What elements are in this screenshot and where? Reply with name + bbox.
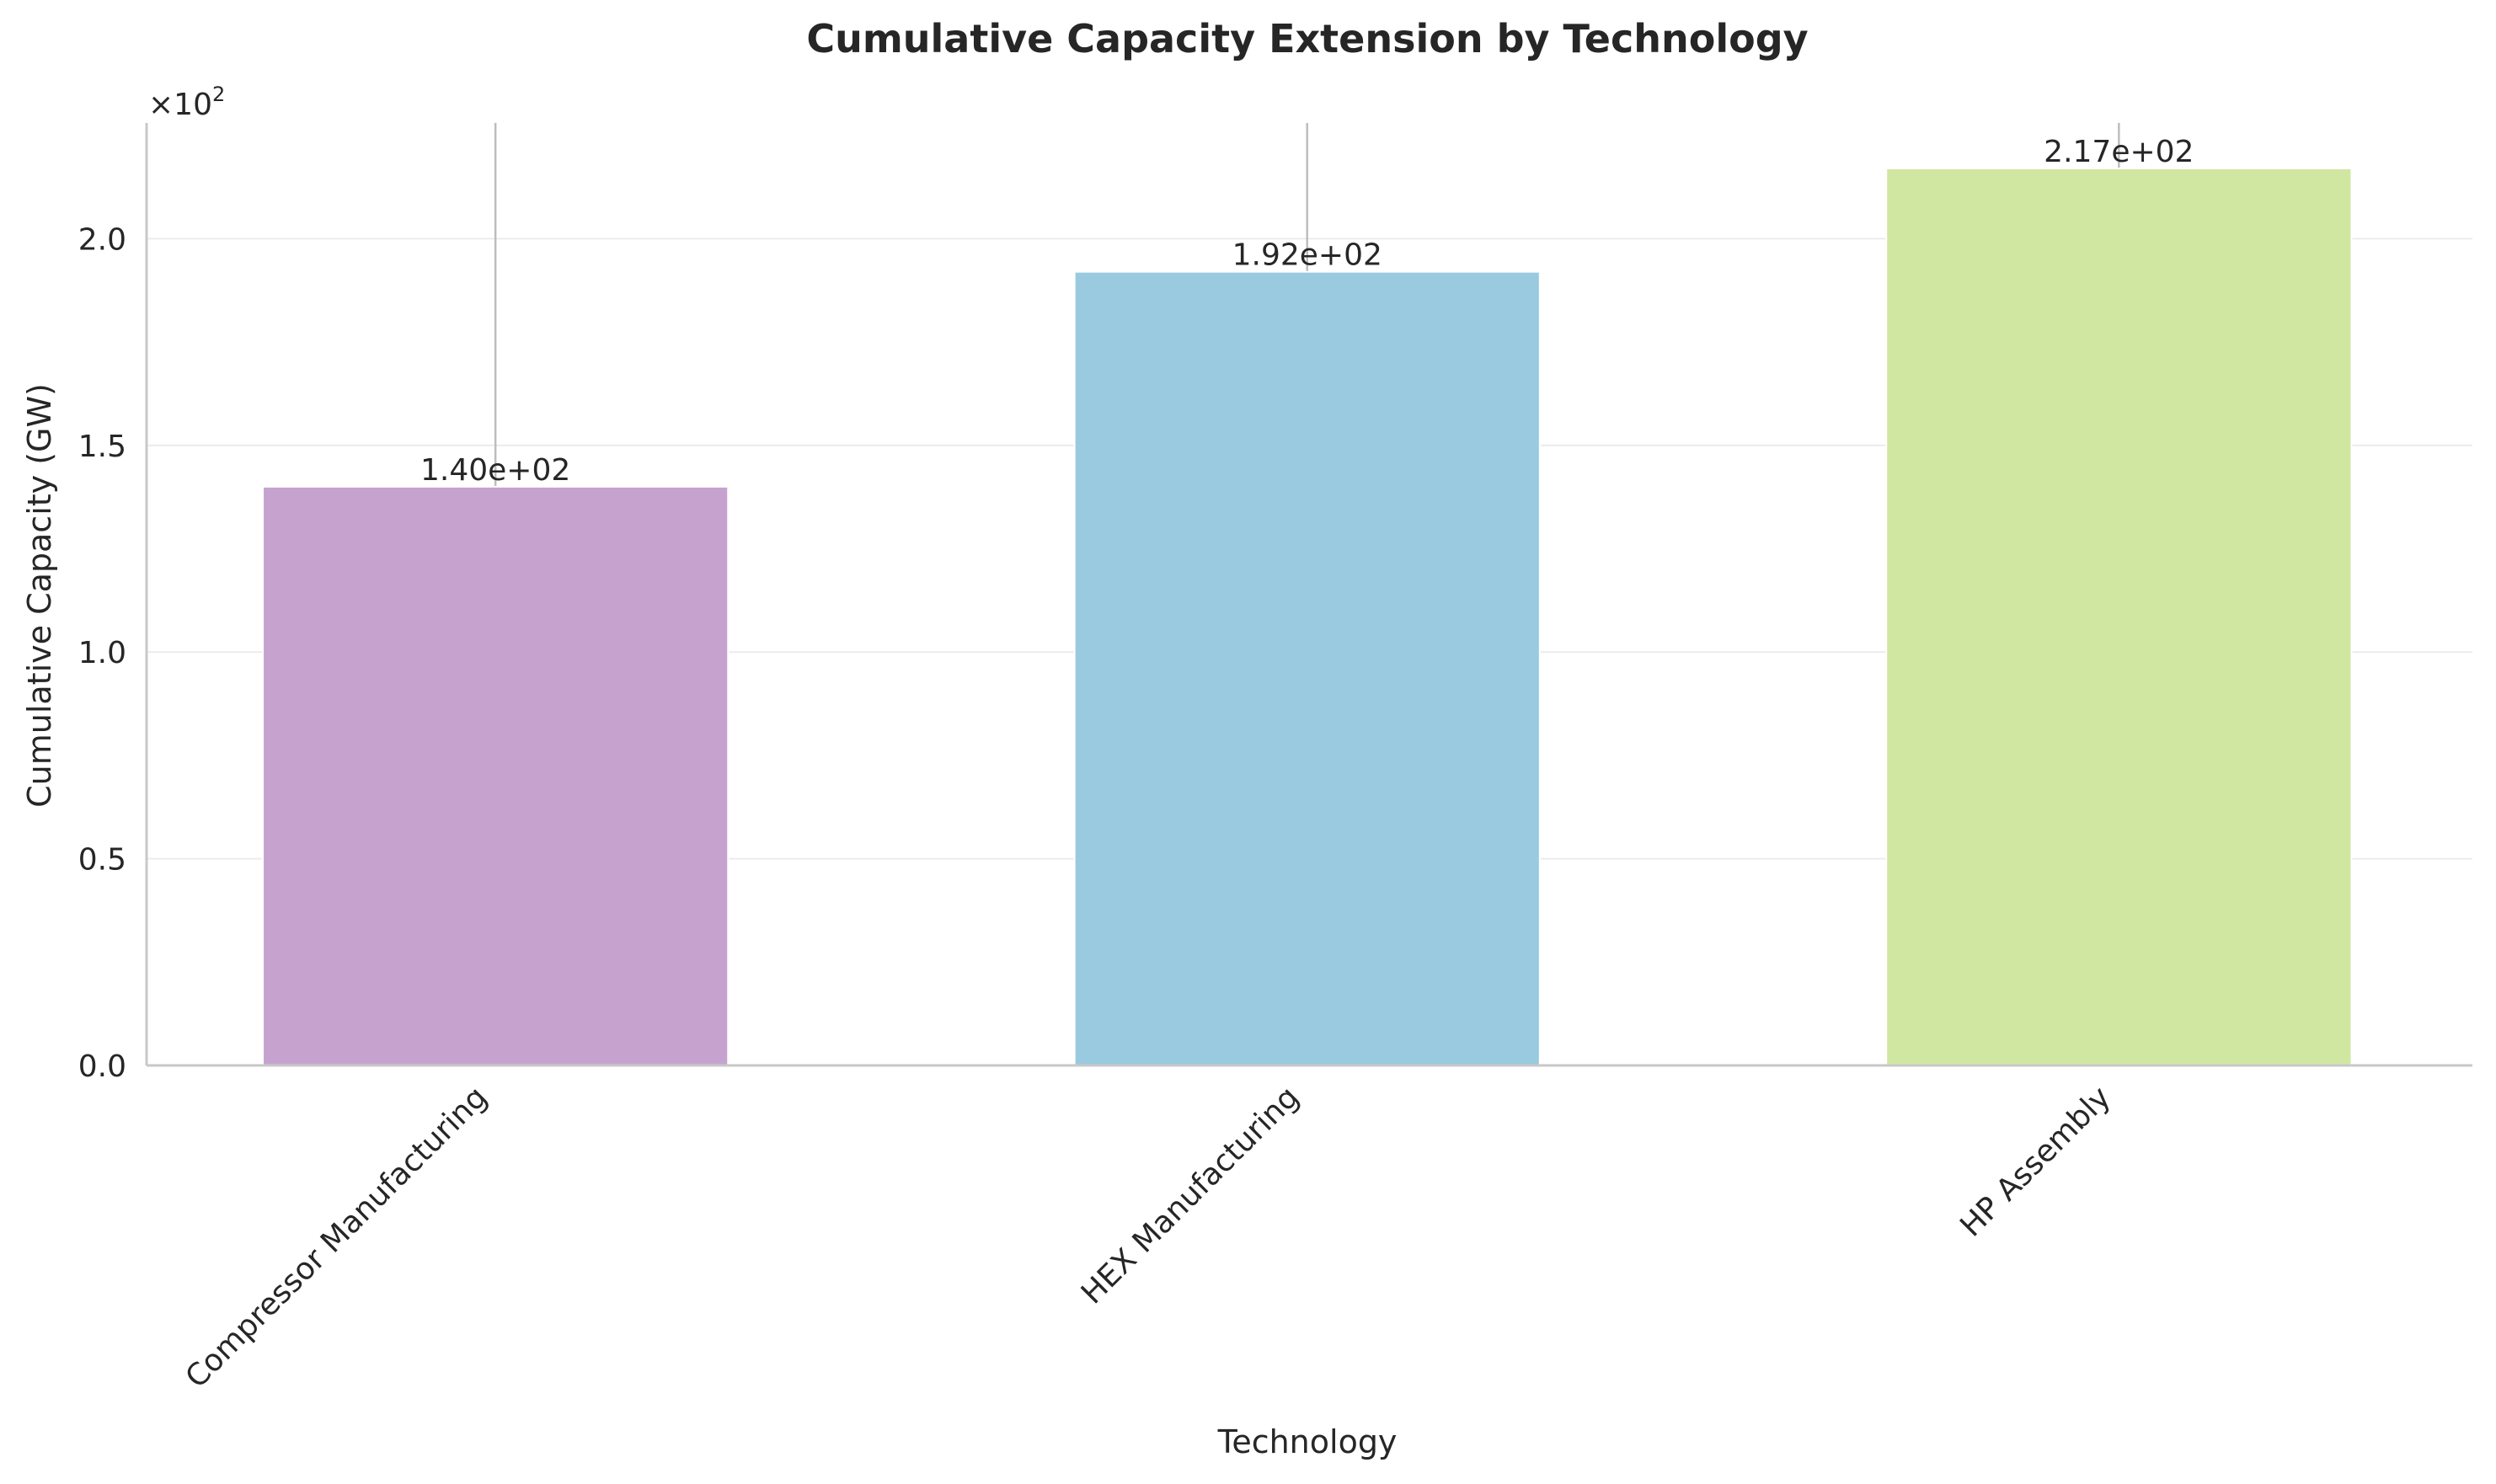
y-tick-label: 1.5 xyxy=(78,430,126,464)
bars xyxy=(262,167,2353,1067)
x-axis-label: Technology xyxy=(1217,1423,1398,1460)
bar-value-label: 1.92e+02 xyxy=(1232,238,1382,273)
bar xyxy=(1073,270,1541,1066)
y-tick-label: 1.0 xyxy=(78,636,126,670)
bar-value-label: 2.17e+02 xyxy=(2044,135,2194,169)
axes xyxy=(145,123,2472,1067)
y-tick-label: 2.0 xyxy=(78,222,126,257)
chart-title: Cumulative Capacity Extension by Technol… xyxy=(806,16,1808,61)
bar-value-label: 1.40e+02 xyxy=(420,453,570,488)
y-offset-text: ×102 xyxy=(148,83,225,122)
y-tick-label: 0.5 xyxy=(78,843,126,878)
y-axis-label: Cumulative Capacity (GW) xyxy=(21,383,58,808)
bar xyxy=(1885,167,2353,1067)
y-tick-label: 0.0 xyxy=(78,1049,126,1084)
data-labels: 1.40e+02 1.92e+02 2.17e+02 xyxy=(420,135,2194,488)
error-lines xyxy=(494,123,2120,487)
bar xyxy=(262,485,730,1066)
